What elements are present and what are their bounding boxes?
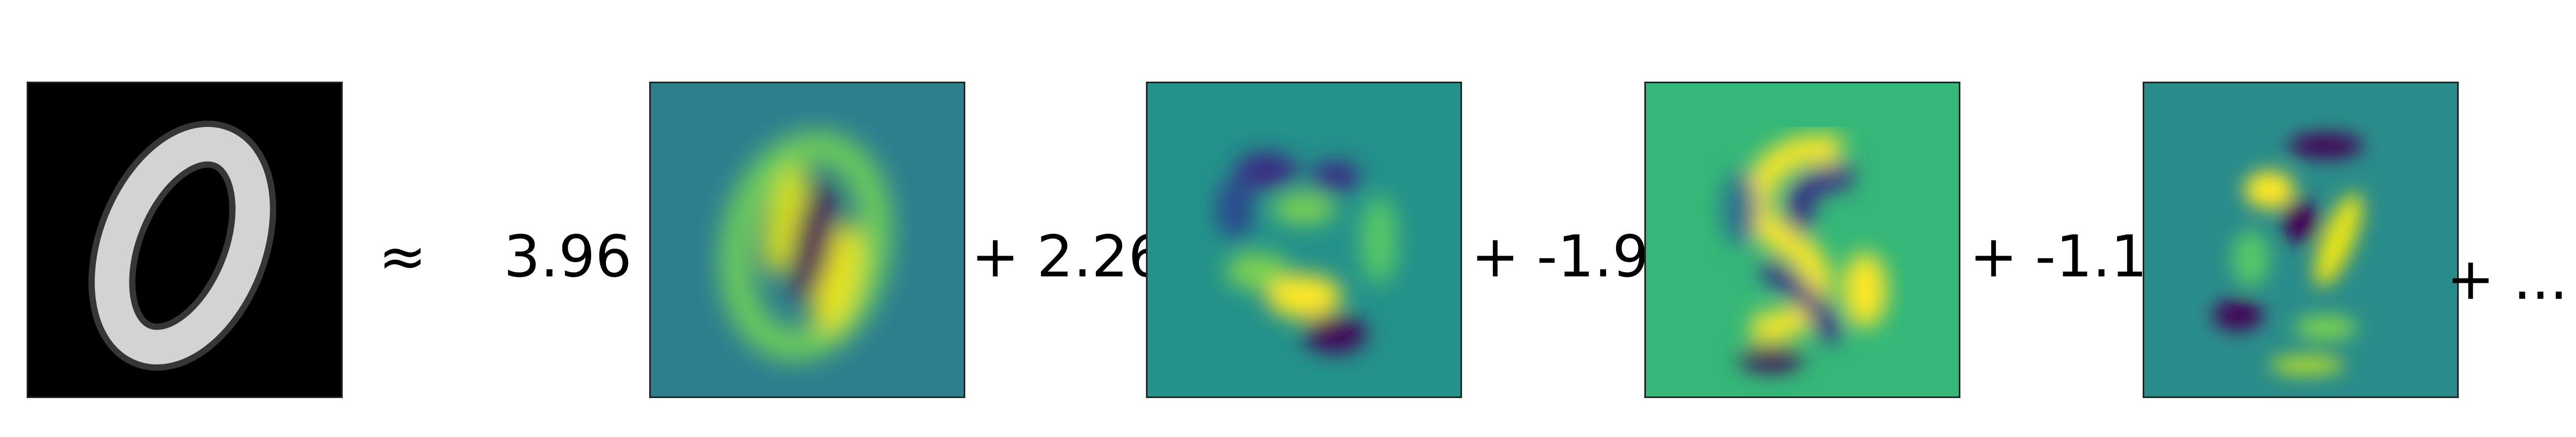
plus-sign-1: + — [971, 224, 1020, 290]
plus-sign-2: + — [1471, 224, 1520, 290]
coefficient-4: -1.1 — [2035, 224, 2147, 290]
component-image-4 — [2143, 82, 2459, 398]
component-image-3 — [1644, 82, 1960, 398]
coefficient-1: 3.96 — [504, 224, 632, 290]
digit-zero-glyph — [28, 83, 341, 396]
component-image-1 — [649, 82, 965, 398]
ellipsis: + ... — [2446, 246, 2568, 313]
coefficient-3: -1.9 — [1537, 224, 1649, 290]
coefficient-2: 2.26 — [1037, 224, 1165, 290]
plus-sign-3: + — [1969, 224, 2018, 290]
approx-symbol: ≈ — [378, 224, 427, 290]
component-image-2 — [1146, 82, 1462, 398]
input-digit-image — [27, 82, 343, 398]
